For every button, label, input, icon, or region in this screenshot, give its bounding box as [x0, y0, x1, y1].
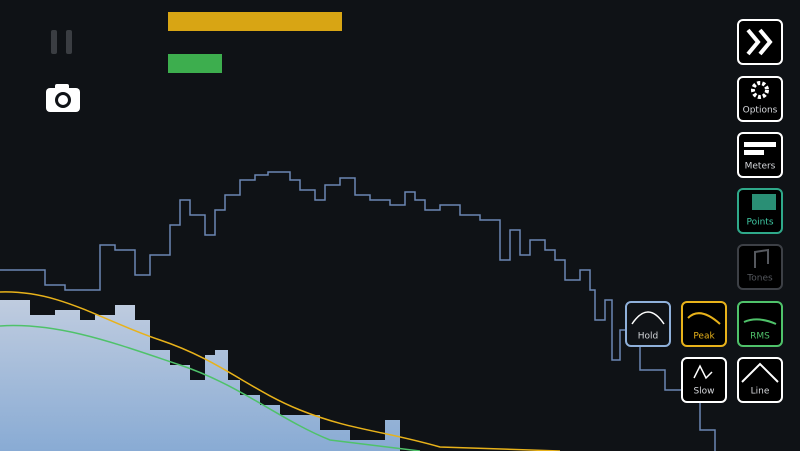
line-button[interactable]: Line — [737, 357, 783, 403]
meters-button[interactable]: Meters — [737, 132, 783, 178]
tones-button[interactable]: Tones — [737, 244, 783, 290]
camera-button[interactable] — [46, 84, 80, 112]
forward-button[interactable] — [737, 19, 783, 65]
options-button[interactable]: Options — [737, 76, 783, 122]
slow-button[interactable]: Slow — [681, 357, 727, 403]
button-label: Slow — [693, 387, 714, 397]
button-label: Line — [751, 387, 770, 397]
rms-button[interactable]: RMS — [737, 301, 783, 347]
pause-button[interactable] — [51, 30, 72, 54]
button-label: Hold — [638, 332, 659, 342]
button-label: RMS — [750, 332, 770, 342]
peak-meter-bar — [168, 12, 342, 31]
peak-button[interactable]: Peak — [681, 301, 727, 347]
rms-meter-bar — [168, 54, 222, 73]
points-button[interactable]: Points — [737, 188, 783, 234]
button-label: Points — [746, 218, 773, 228]
rms-curve — [0, 324, 421, 451]
button-label: Meters — [745, 162, 776, 172]
peak-curve — [0, 291, 561, 451]
spectrum-line — [0, 171, 716, 451]
spectrum-fill — [0, 300, 400, 451]
button-label: Tones — [746, 274, 773, 284]
hold-button[interactable]: Hold — [625, 301, 671, 347]
button-label: Options — [743, 106, 778, 116]
button-label: Peak — [693, 332, 715, 342]
